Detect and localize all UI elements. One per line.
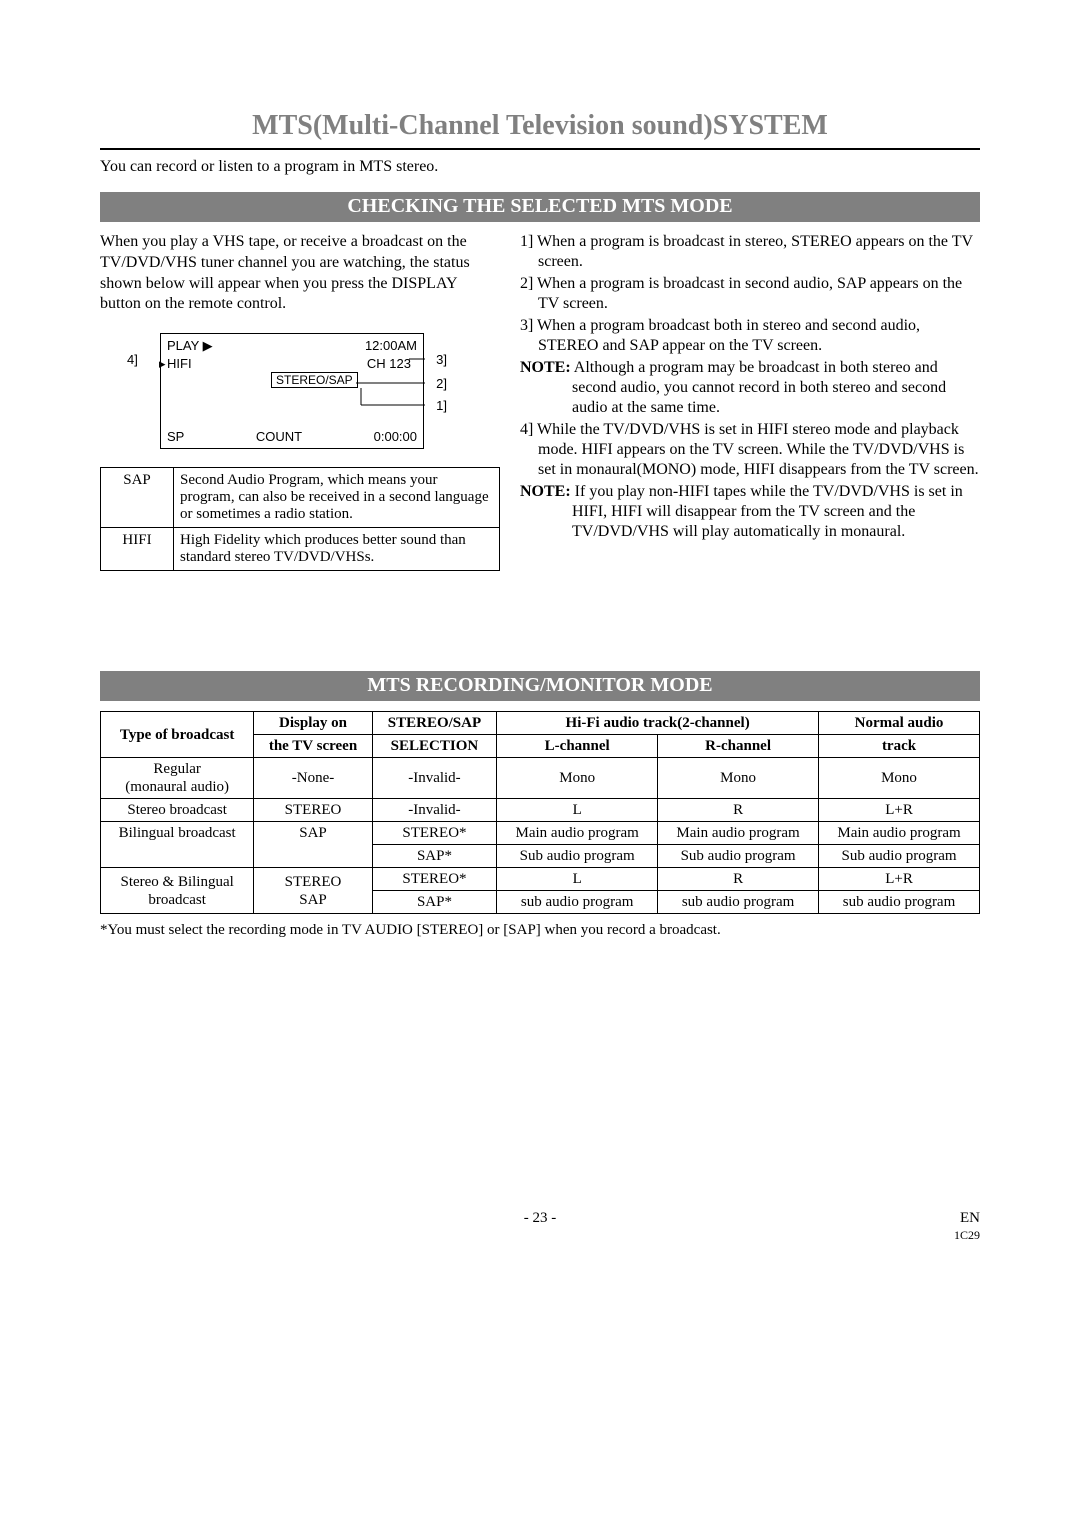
r1-sel: -Invalid- bbox=[372, 758, 497, 799]
th-sel-a: STEREO/SAP bbox=[372, 712, 497, 735]
r1-r: Mono bbox=[658, 758, 819, 799]
th-hifi: Hi-Fi audio track(2-channel) bbox=[497, 712, 819, 735]
r3-l2: Sub audio program bbox=[497, 845, 658, 868]
r1-l: Mono bbox=[497, 758, 658, 799]
th-disp-b: the TV screen bbox=[254, 735, 372, 758]
footnote: *You must select the recording mode in T… bbox=[100, 922, 980, 939]
section1-right: 1] When a program is broadcast in stereo… bbox=[520, 232, 980, 571]
r4-l2: sub audio program bbox=[497, 891, 658, 914]
diagram-count: COUNT bbox=[256, 429, 302, 444]
section1-left: When you play a VHS tape, or receive a b… bbox=[100, 232, 500, 571]
right-note-2: NOTE: If you play non-HIFI tapes while t… bbox=[520, 482, 980, 542]
right-item-4: 4] While the TV/DVD/VHS is set in HIFI s… bbox=[520, 420, 980, 480]
r4-n1: L+R bbox=[819, 868, 980, 891]
th-norm-a: Normal audio bbox=[819, 712, 980, 735]
diagram-play: PLAY ▶ bbox=[167, 338, 213, 354]
r2-sel: -Invalid- bbox=[372, 799, 497, 822]
r3-r1: Main audio program bbox=[658, 822, 819, 845]
glossary-desc-sap: Second Audio Program, which means your p… bbox=[174, 468, 500, 528]
callout-1: 1] bbox=[436, 398, 447, 413]
th-r: R-channel bbox=[658, 735, 819, 758]
table-row: Regular(monaural audio) -None- -Invalid-… bbox=[101, 758, 980, 799]
footer-code: 1C29 bbox=[954, 1228, 980, 1243]
diagram-ch: CH 123 bbox=[367, 356, 411, 371]
section2-heading: MTS RECORDING/MONITOR MODE bbox=[100, 671, 980, 701]
mts-table: Type of broadcast Display on STEREO/SAP … bbox=[100, 711, 980, 914]
r3-sel2: SAP* bbox=[372, 845, 497, 868]
r3-l1: Main audio program bbox=[497, 822, 658, 845]
r3-sel1: STEREO* bbox=[372, 822, 497, 845]
r4-disp: STEREOSAP bbox=[254, 868, 372, 914]
r2-l: L bbox=[497, 799, 658, 822]
glossary-term-sap: SAP bbox=[101, 468, 174, 528]
right-note-1: NOTE: Although a program may be broadcas… bbox=[520, 358, 980, 418]
page-number: - 23 - bbox=[100, 1210, 980, 1227]
r1-type: Regular(monaural audio) bbox=[101, 758, 254, 799]
r3-disp: SAP bbox=[254, 822, 372, 868]
table-row: Stereo & Bilingualbroadcast STEREOSAP ST… bbox=[101, 868, 980, 891]
intro-text: You can record or listen to a program in… bbox=[100, 158, 980, 176]
footer-lang: EN bbox=[960, 1210, 980, 1227]
page-footer: - 23 - EN 1C29 bbox=[100, 1210, 980, 1227]
th-norm-b: track bbox=[819, 735, 980, 758]
th-type: Type of broadcast bbox=[101, 712, 254, 758]
glossary-term-hifi: HIFI bbox=[101, 528, 174, 571]
table-row: Bilingual broadcast SAP STEREO* Main aud… bbox=[101, 822, 980, 845]
display-diagram: PLAY ▶ 12:00AM ▸ HIFI CH 123 STEREO/SAP … bbox=[160, 333, 424, 449]
note-text-1: Although a program may be broadcast in b… bbox=[571, 359, 946, 416]
r3-r2: Sub audio program bbox=[658, 845, 819, 868]
manual-page: MTS(Multi-Channel Television sound)SYSTE… bbox=[0, 0, 1080, 1527]
th-disp-a: Display on bbox=[254, 712, 372, 735]
right-item-2: 2] When a program is broadcast in second… bbox=[520, 274, 980, 314]
note-label-2: NOTE: bbox=[520, 483, 571, 500]
r4-l1: L bbox=[497, 868, 658, 891]
r4-n2: sub audio program bbox=[819, 891, 980, 914]
diagram-stereo-sap: STEREO/SAP bbox=[271, 372, 358, 388]
glossary-desc-hifi: High Fidelity which produces better soun… bbox=[174, 528, 500, 571]
section1-heading: CHECKING THE SELECTED MTS MODE bbox=[100, 192, 980, 222]
r4-r1: R bbox=[658, 868, 819, 891]
table-row: Stereo broadcast STEREO -Invalid- L R L+… bbox=[101, 799, 980, 822]
note-text-2: If you play non-HIFI tapes while the TV/… bbox=[571, 483, 963, 540]
diagram-sp: SP bbox=[167, 429, 184, 444]
glossary-table: SAP Second Audio Program, which means yo… bbox=[100, 467, 500, 571]
r2-r: R bbox=[658, 799, 819, 822]
callout-3: 3] bbox=[436, 352, 447, 367]
right-item-1: 1] When a program is broadcast in stereo… bbox=[520, 232, 980, 272]
th-l: L-channel bbox=[497, 735, 658, 758]
hifi-arrow-icon: ▸ bbox=[159, 356, 166, 372]
r2-disp: STEREO bbox=[254, 799, 372, 822]
r1-n: Mono bbox=[819, 758, 980, 799]
diagram-hifi: HIFI bbox=[167, 356, 192, 371]
title-rule bbox=[100, 148, 980, 150]
section1-body: When you play a VHS tape, or receive a b… bbox=[100, 232, 980, 571]
callout-2: 2] bbox=[436, 376, 447, 391]
r4-r2: sub audio program bbox=[658, 891, 819, 914]
r2-type: Stereo broadcast bbox=[101, 799, 254, 822]
r3-n1: Main audio program bbox=[819, 822, 980, 845]
r3-n2: Sub audio program bbox=[819, 845, 980, 868]
r4-sel2: SAP* bbox=[372, 891, 497, 914]
th-sel-b: SELECTION bbox=[372, 735, 497, 758]
diagram-zero: 0:00:00 bbox=[374, 429, 417, 444]
r2-n: L+R bbox=[819, 799, 980, 822]
r4-sel1: STEREO* bbox=[372, 868, 497, 891]
diagram-time: 12:00AM bbox=[365, 338, 417, 354]
note-label-1: NOTE: bbox=[520, 359, 571, 376]
r4-type: Stereo & Bilingualbroadcast bbox=[101, 868, 254, 914]
section1-left-para: When you play a VHS tape, or receive a b… bbox=[100, 232, 500, 315]
page-title: MTS(Multi-Channel Television sound)SYSTE… bbox=[100, 110, 980, 142]
r1-disp: -None- bbox=[254, 758, 372, 799]
right-item-3: 3] When a program broadcast both in ster… bbox=[520, 316, 980, 356]
callout-4: 4] bbox=[127, 352, 138, 367]
r3-type: Bilingual broadcast bbox=[101, 822, 254, 868]
